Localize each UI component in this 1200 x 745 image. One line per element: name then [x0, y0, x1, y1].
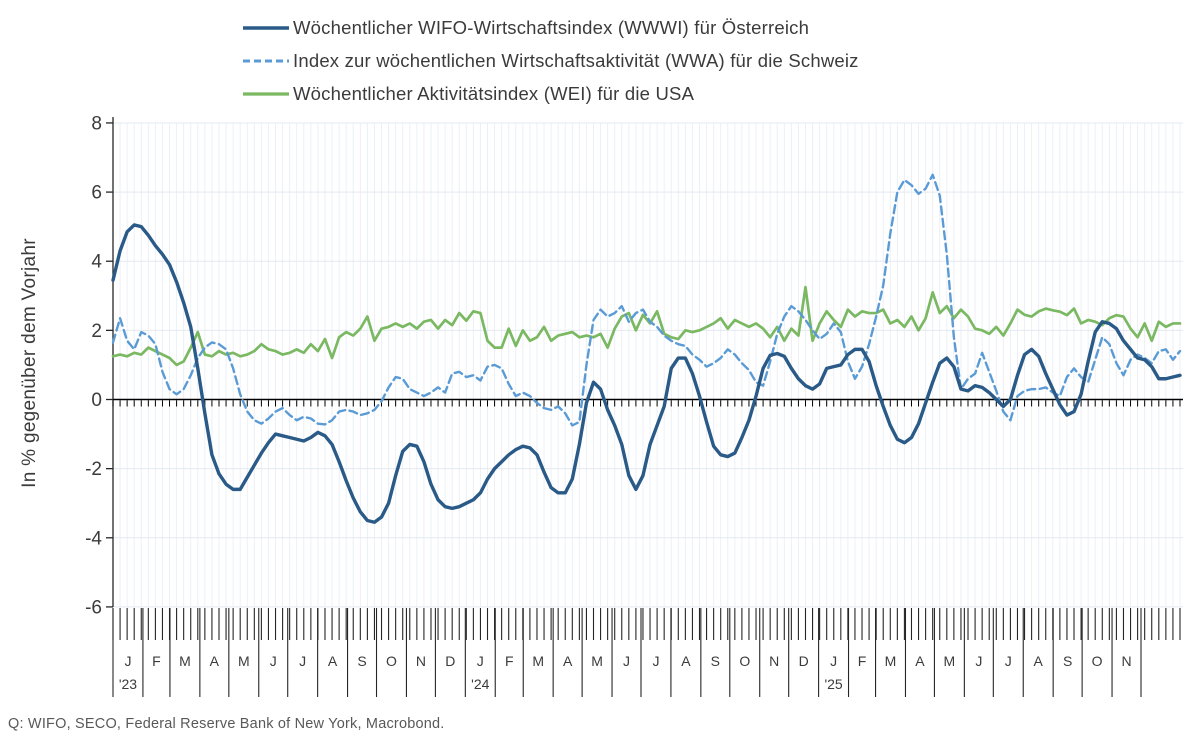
month-label: F: [505, 653, 514, 669]
month-label: A: [210, 653, 220, 669]
month-label: D: [799, 653, 809, 669]
month-label: M: [944, 653, 956, 669]
y-tick-label: -2: [85, 459, 102, 480]
y-tick-label: 4: [91, 252, 102, 273]
legend-line-solid-green-icon: [243, 91, 289, 96]
y-axis: 8 6 4 2 0 -2 -4 -6: [85, 113, 114, 618]
month-label: M: [591, 653, 603, 669]
month-label: F: [858, 653, 867, 669]
y-tick-label: -4: [85, 528, 102, 549]
month-label: N: [416, 653, 426, 669]
legend-item-austria: Wöchentlicher WIFO-Wirtschaftsindex (WWW…: [242, 11, 859, 44]
year-label: '23: [119, 676, 137, 692]
month-label: J: [652, 653, 659, 669]
month-label: O: [1092, 653, 1103, 669]
month-label: J: [270, 653, 277, 669]
month-label: N: [1121, 653, 1131, 669]
month-label: J: [623, 653, 630, 669]
month-label: S: [1063, 653, 1072, 669]
x-axis-week-ticks: [112, 608, 1181, 640]
month-label: A: [681, 653, 691, 669]
month-label: A: [1034, 653, 1044, 669]
legend-label-switzerland: Index zur wöchentlichen Wirtschaftsaktiv…: [293, 49, 859, 71]
month-label: M: [238, 653, 250, 669]
y-axis-title: In % gegenüber dem Vorjahr: [19, 238, 40, 488]
legend-label-usa: Wöchentlicher Aktivitätsindex (WEI) für …: [293, 82, 695, 104]
legend-item-usa: Wöchentlicher Aktivitätsindex (WEI) für …: [242, 77, 859, 110]
legend-line-solid-dark-blue-icon: [243, 25, 289, 30]
month-label: A: [563, 653, 573, 669]
y-tick-label: 6: [91, 183, 102, 204]
month-label: J: [830, 653, 837, 669]
month-label: M: [179, 653, 191, 669]
series-line-usa-wei: [111, 285, 1182, 367]
year-label: '24: [471, 676, 489, 692]
month-label: S: [711, 653, 720, 669]
month-label: N: [769, 653, 779, 669]
month-label: J: [124, 653, 131, 669]
y-tick-label: 8: [91, 113, 102, 134]
x-axis-months: J F M A M J J A S O N D J F M A M J J A S O N D J F M A M J J A S O N '23 '2…: [112, 608, 1142, 697]
legend-line-dashed-light-blue-icon: [243, 59, 289, 62]
series-line-switzerland-wwa: [111, 173, 1182, 427]
legend-label-austria: Wöchentlicher WIFO-Wirtschaftsindex (WWW…: [293, 16, 810, 38]
month-label: A: [915, 653, 925, 669]
month-label: J: [477, 653, 484, 669]
chart-legend: Wöchentlicher WIFO-Wirtschaftsindex (WWW…: [242, 11, 859, 110]
month-label: O: [386, 653, 397, 669]
year-label: '25: [824, 676, 842, 692]
month-label: S: [357, 653, 366, 669]
month-label: J: [299, 653, 306, 669]
source-note: Q: WIFO, SECO, Federal Reserve Bank of N…: [8, 716, 445, 732]
zero-line: [112, 398, 1183, 407]
y-tick-label: 0: [91, 390, 102, 411]
month-label: A: [328, 653, 338, 669]
month-label: D: [445, 653, 455, 669]
horizontal-gridlines: [113, 122, 1183, 608]
month-label: F: [152, 653, 161, 669]
series-lines: [111, 173, 1182, 524]
month-label: M: [532, 653, 544, 669]
month-label: M: [885, 653, 897, 669]
series-line-austria-wwwi: [111, 223, 1182, 524]
y-tick-label: -6: [85, 597, 102, 618]
y-tick-label: 2: [91, 321, 102, 342]
month-label: J: [1005, 653, 1012, 669]
month-label: O: [739, 653, 750, 669]
legend-item-switzerland: Index zur wöchentlichen Wirtschaftsaktiv…: [242, 44, 859, 77]
month-label: J: [975, 653, 982, 669]
